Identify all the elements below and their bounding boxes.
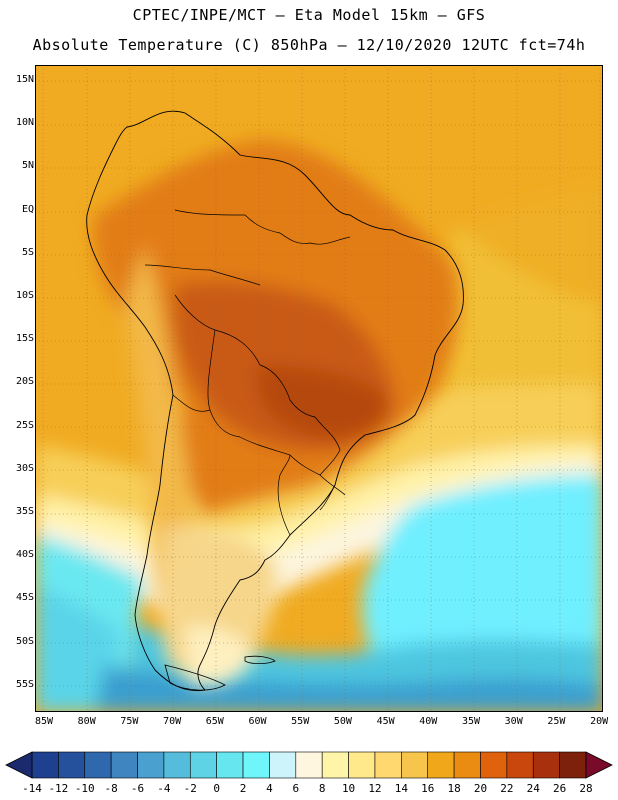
colorbar-cell [401, 751, 429, 779]
temp-band-coldest-south [95, 665, 603, 712]
longitude-label: 20W [590, 716, 609, 727]
latitude-label: 5S [21, 246, 34, 258]
colorbar-cell [137, 751, 165, 779]
colorbar-cell [295, 751, 323, 779]
latitude-label: 15S [15, 333, 34, 345]
colorbar-cell [84, 751, 112, 779]
colorbar-tick-label: -8 [104, 782, 118, 795]
colorbar-tick-label: 28 [579, 782, 593, 795]
latitude-label: 55S [15, 678, 34, 690]
temp-continent-hottest [255, 365, 388, 440]
colorbar-cell [374, 751, 402, 779]
colorbar-tick-label: -4 [157, 782, 171, 795]
longitude-label: 70W [163, 716, 182, 727]
colorbar-tick-label: -12 [48, 782, 69, 795]
colorbar-tick-label: 0 [213, 782, 220, 795]
longitude-label: 30W [504, 716, 523, 727]
temperature-map [35, 65, 603, 712]
colorbar-tick-label: 24 [526, 782, 540, 795]
colorbar-tick-label: 2 [239, 782, 247, 795]
latitude-label: 20S [15, 376, 34, 388]
temp-band-colder-pacific [35, 585, 120, 712]
colorbar-tick-label: 12 [368, 782, 382, 795]
latitude-label: 45S [15, 592, 34, 604]
latitude-label: 15N [15, 74, 34, 85]
colorbar-tick-label: 14 [394, 782, 408, 795]
latitude-label: 10N [15, 117, 34, 129]
falkland-islands [244, 655, 276, 665]
latitude-label: 5N [21, 160, 34, 172]
colorbar-left-arrow [5, 751, 33, 779]
longitude-label: 85W [34, 716, 54, 727]
latitude-label: 40S [15, 549, 34, 561]
colorbar-tick-label: -2 [183, 782, 197, 795]
longitude-label: 25W [547, 716, 566, 727]
latitude-label: 35S [15, 506, 34, 517]
colorbar-tick-label: 4 [266, 782, 273, 795]
longitude-label: 35W [461, 716, 481, 727]
longitude-label: 45W [376, 716, 395, 727]
longitude-label: 65W [205, 716, 224, 727]
colorbar-cell [242, 751, 270, 779]
latitude-label: 10S [15, 290, 34, 301]
colorbar-cell [427, 751, 455, 779]
colorbar-cell [163, 751, 191, 779]
map-title-line1: CPTEC/INPE/MCT – Eta Model 15km – GFS [132, 6, 486, 24]
tierra-del-fuego [164, 664, 226, 691]
colorbar-tick-label: -6 [130, 782, 145, 795]
longitude-label: 75W [120, 716, 139, 727]
colorbar-cell [480, 751, 508, 779]
colorbar-right-arrow [585, 751, 613, 779]
colorbar-cell [321, 751, 349, 779]
latitude-label: 25S [15, 419, 34, 431]
temperature-colorbar [5, 751, 613, 779]
colorbar-tick-label: 26 [552, 782, 567, 795]
colorbar-tick-label: 20 [473, 782, 488, 795]
graticule [35, 65, 603, 712]
colorbar-cell [110, 751, 138, 779]
colorbar-cell [189, 751, 217, 779]
colorbar-tick-label: 16 [421, 782, 435, 795]
colorbar-tick-label: 8 [318, 782, 326, 795]
colorbar-cell [269, 751, 297, 779]
longitude-label: 55W [291, 716, 310, 727]
colorbar-tick-label: 6 [292, 782, 300, 795]
longitude-label: 80W [77, 716, 96, 727]
colorbar-cell [348, 751, 376, 779]
colorbar-cell [31, 751, 59, 779]
south-america-coastline [86, 110, 464, 692]
latitude-label: EQ [21, 203, 34, 215]
colorbar-tick-label: 10 [341, 782, 356, 795]
longitude-label: 40W [419, 716, 438, 727]
latitude-label: 50S [15, 635, 34, 647]
colorbar-cell [532, 751, 560, 779]
longitude-label: 60W [248, 716, 267, 727]
colorbar-tick-label: 22 [500, 782, 514, 795]
colorbar-cell [58, 751, 86, 779]
colorbar-tick-label: 18 [447, 782, 461, 795]
colorbar-cell [216, 751, 244, 779]
colorbar-cell [559, 751, 587, 779]
temp-patagonia-pale [185, 625, 255, 687]
colorbar-cell [453, 751, 481, 779]
colorbar-tick-label: -10 [74, 782, 95, 795]
colorbar-cell [506, 751, 534, 779]
country-borders [144, 209, 351, 536]
map-title-line2: Absolute Temperature (C) 850hPa – 12/10/… [32, 36, 586, 54]
temp-band-ocean-atlantic [440, 225, 603, 425]
latitude-label: 30S [15, 462, 34, 474]
longitude-label: 50W [333, 716, 352, 727]
colorbar-tick-label: -14 [22, 782, 42, 795]
